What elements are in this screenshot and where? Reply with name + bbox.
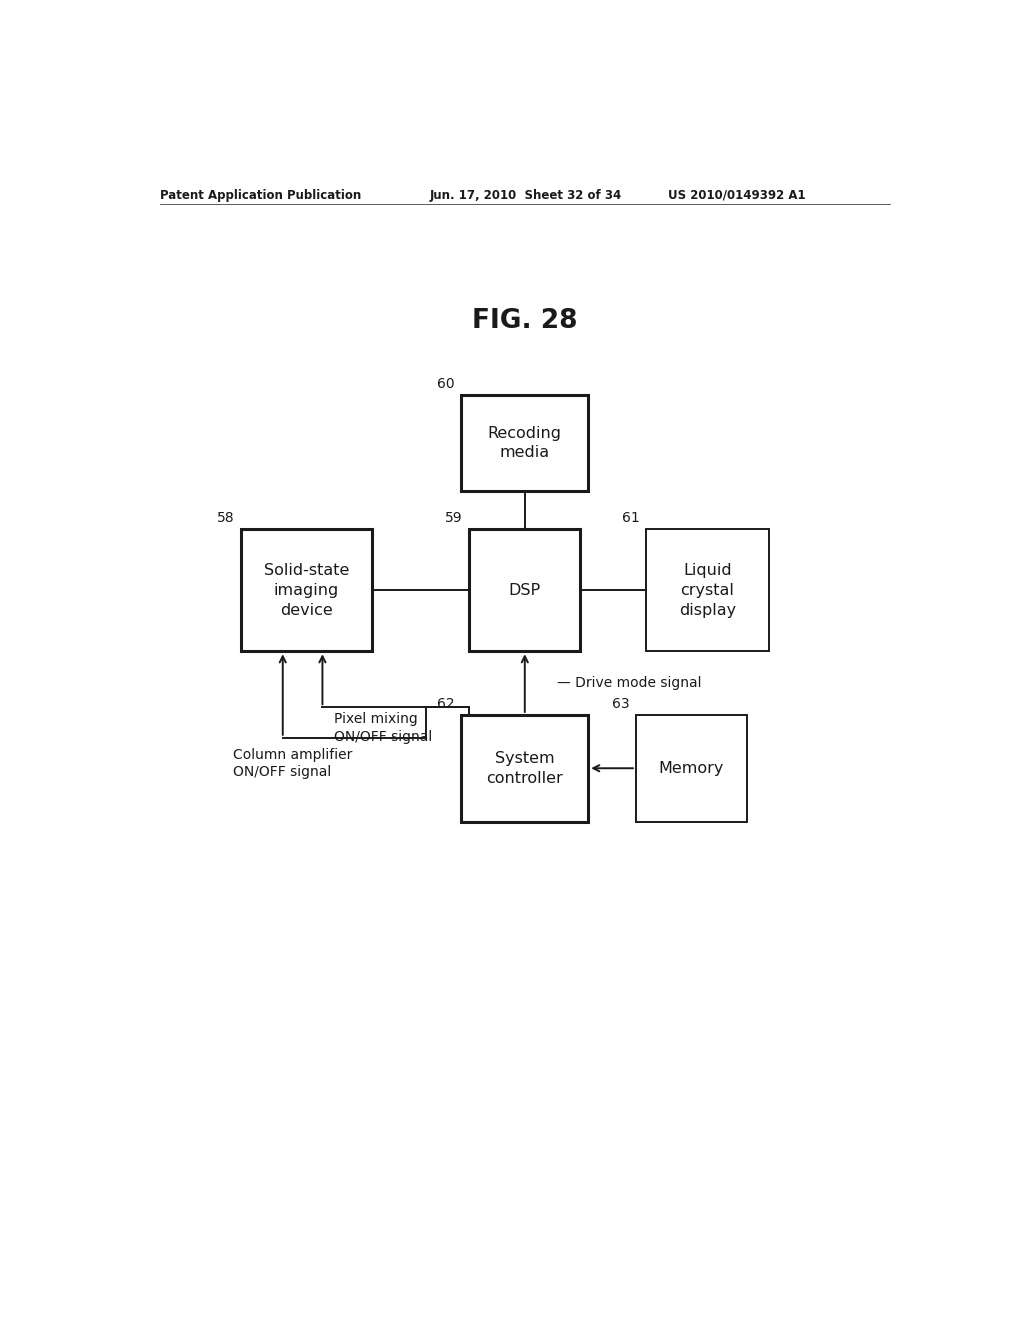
Text: 62: 62	[437, 697, 455, 710]
Text: Jun. 17, 2010  Sheet 32 of 34: Jun. 17, 2010 Sheet 32 of 34	[430, 189, 622, 202]
Text: Column amplifier
ON/OFF signal: Column amplifier ON/OFF signal	[233, 748, 352, 779]
Bar	[469, 529, 581, 651]
Text: 61: 61	[622, 511, 639, 525]
Bar	[461, 715, 588, 821]
Text: Liquid
crystal
display: Liquid crystal display	[679, 564, 736, 618]
Text: Memory: Memory	[658, 760, 724, 776]
Bar	[636, 715, 748, 821]
Text: Recoding
media: Recoding media	[487, 425, 562, 461]
Text: FIG. 28: FIG. 28	[472, 308, 578, 334]
Text: 58: 58	[217, 511, 234, 525]
Text: Solid-state
imaging
device: Solid-state imaging device	[264, 564, 349, 618]
Bar	[241, 529, 372, 651]
Text: 59: 59	[445, 511, 463, 525]
Text: System
controller: System controller	[486, 751, 563, 785]
Text: — Drive mode signal: — Drive mode signal	[557, 676, 701, 690]
Text: Patent Application Publication: Patent Application Publication	[160, 189, 361, 202]
Bar	[646, 529, 769, 651]
Text: DSP: DSP	[509, 583, 541, 598]
Text: Pixel mixing
ON/OFF signal: Pixel mixing ON/OFF signal	[334, 713, 432, 743]
Text: 60: 60	[437, 376, 455, 391]
Text: US 2010/0149392 A1: US 2010/0149392 A1	[668, 189, 805, 202]
Text: 63: 63	[612, 697, 630, 710]
Bar	[461, 395, 588, 491]
